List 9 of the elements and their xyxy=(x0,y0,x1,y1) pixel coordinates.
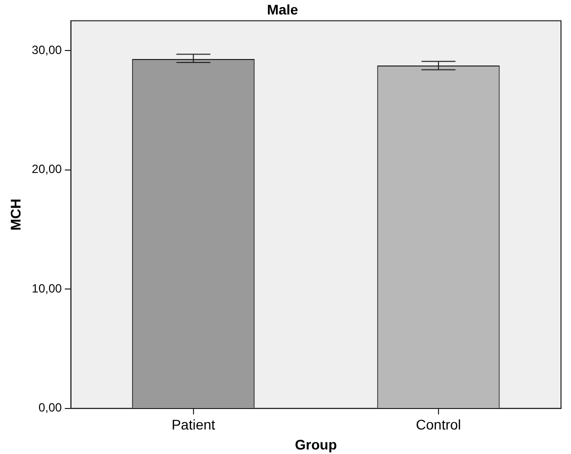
y-axis-title: MCH xyxy=(7,198,24,231)
y-tick-label: 30,00 xyxy=(32,42,62,57)
y-tick-label: 20,00 xyxy=(32,162,62,176)
chart-title: Male xyxy=(266,1,298,18)
x-tick-label: Patient xyxy=(172,416,216,433)
y-tick-label: 10,00 xyxy=(32,281,62,296)
y-tick-label: 0,00 xyxy=(38,400,62,415)
x-axis-title: Group xyxy=(294,436,337,452)
x-tick-label: Control xyxy=(416,416,462,433)
